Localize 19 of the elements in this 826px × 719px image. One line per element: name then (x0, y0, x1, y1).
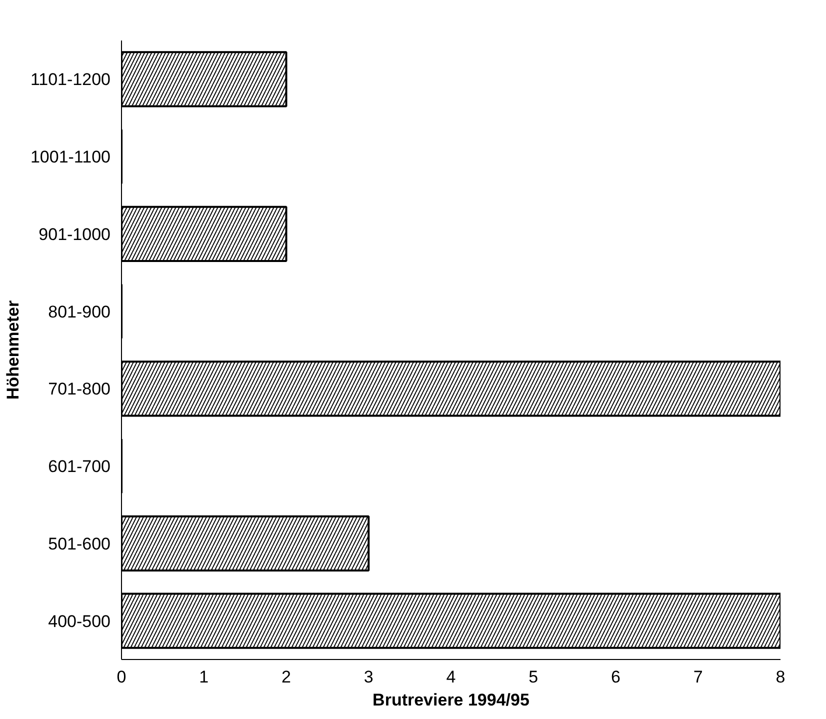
y-tick-label: 901-1000 (38, 224, 110, 244)
y-tick-label: 1101-1200 (30, 70, 111, 90)
y-tick-label: 701-800 (48, 380, 110, 399)
x-tick-label: 5 (528, 668, 538, 686)
x-tick-label: 6 (611, 668, 620, 686)
x-tick-label: 3 (364, 668, 374, 686)
x-tick-label: 4 (446, 668, 456, 686)
x-tick-label: 2 (282, 668, 291, 686)
x-axis-title: Brutreviere 1994/95 (372, 690, 530, 710)
x-tick-label: 7 (693, 668, 703, 686)
x-tick-label: 8 (776, 668, 786, 686)
y-tick-label: 501-600 (48, 534, 110, 554)
y-tick-label: 801-900 (48, 302, 110, 322)
x-tick-label: 0 (116, 668, 126, 686)
y-tick-label: 400-500 (48, 612, 110, 631)
y-tick-label: 601-700 (48, 457, 110, 476)
y-tick-label: 1001-1100 (30, 148, 111, 167)
x-tick-label: 1 (199, 668, 209, 686)
y-axis-title: Höhenmeter (3, 300, 22, 400)
